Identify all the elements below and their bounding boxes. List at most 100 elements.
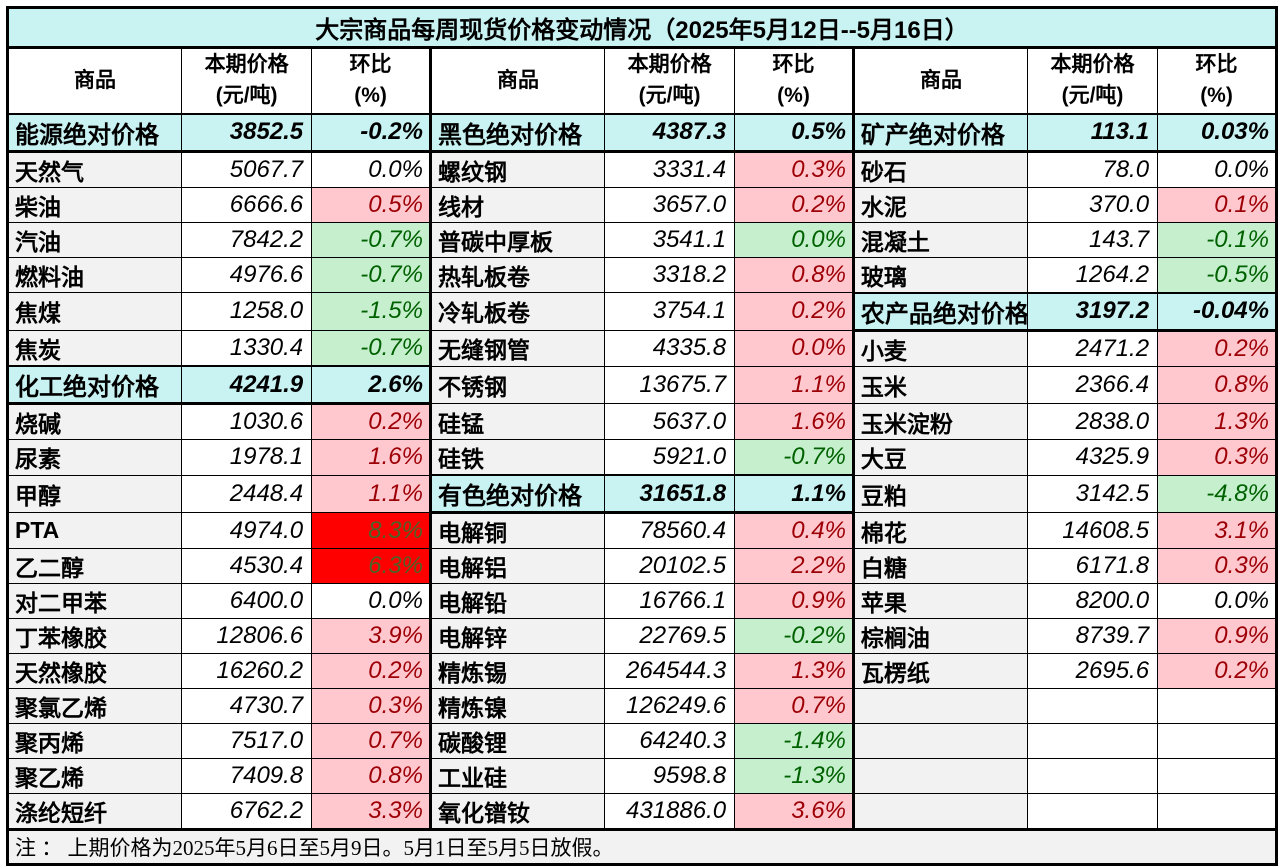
- price-cell: 6762.2: [181, 793, 313, 830]
- price-cell: 2838.0: [1026, 403, 1159, 440]
- commodity-cell: 烧碱: [6, 403, 183, 440]
- spreadsheet-table-container: 大宗商品每周现货价格变动情况（2025年5月12日--5月16日） 商品 本期价…: [6, 6, 1278, 866]
- commodity-cell: 线材: [428, 186, 606, 223]
- pct-change-cell: 0.9%: [1157, 618, 1277, 654]
- pct-change-cell: -0.7%: [311, 256, 431, 293]
- commodity-cell: 天然橡胶: [6, 653, 183, 689]
- commodity-cell: 甲醇: [6, 474, 183, 513]
- commodity-cell: 混凝土: [851, 221, 1029, 258]
- column-header-row: 商品 本期价格 (元/吨) 环比 (%) 商品 本期价格 (元/吨) 环比 (%) 商品…: [6, 47, 1277, 115]
- commodity-cell: 工业硅: [428, 758, 606, 794]
- pct-change-cell: 0.2%: [1157, 653, 1277, 689]
- commodity-cell: 天然气: [6, 150, 183, 188]
- table-row: 聚乙烯 7409.8 0.8% 工业硅 9598.8 -1.3%: [6, 758, 1277, 794]
- pct-change-cell: 0.8%: [1157, 365, 1277, 404]
- page-title: 大宗商品每周现货价格变动情况（2025年5月12日--5月16日）: [7, 7, 1277, 49]
- pct-change-cell: 0.3%: [1157, 439, 1277, 476]
- price-cell: 1264.2: [1026, 256, 1159, 293]
- pct-change-cell: 0.0%: [1157, 583, 1277, 619]
- commodity-cell: 苹果: [851, 583, 1029, 619]
- price-cell: 1330.4: [181, 329, 313, 367]
- pct-change-cell: 0.1%: [1157, 186, 1277, 223]
- price-cell: 126249.6: [604, 688, 736, 724]
- pct-change-cell: 0.2%: [311, 653, 431, 689]
- price-cell: 3331.4: [604, 150, 736, 188]
- commodity-cell: 聚乙烯: [6, 758, 183, 794]
- table-row: 天然橡胶 16260.2 0.2% 精炼锡 264544.3 1.3% 瓦楞纸 2695.6 0…: [6, 653, 1277, 689]
- price-cell: 7842.2: [181, 221, 313, 258]
- table-row: 焦煤 1258.0 -1.5% 冷轧板卷 3754.1 0.2% 农产品绝对价格 3197.2…: [6, 291, 1277, 332]
- pct-change-cell: 0.03%: [1157, 112, 1277, 153]
- commodity-cell: 棕榈油: [851, 618, 1029, 654]
- pct-change-cell: [1157, 793, 1277, 830]
- price-cell: 3197.2: [1026, 291, 1159, 332]
- commodity-cell: 电解锌: [428, 618, 606, 654]
- commodity-cell: [851, 688, 1029, 724]
- pct-change-cell: 0.7%: [734, 688, 854, 724]
- pct-change-cell: [1157, 758, 1277, 794]
- price-cell: 8200.0: [1026, 583, 1159, 619]
- table-row: 烧碱 1030.6 0.2% 硅锰 5637.0 1.6% 玉米淀粉 2838.0 1.3%: [6, 403, 1277, 440]
- commodity-cell: 化工绝对价格: [6, 365, 183, 405]
- commodity-price-table: 大宗商品每周现货价格变动情况（2025年5月12日--5月16日） 商品 本期价…: [6, 6, 1278, 866]
- commodity-cell: 对二甲苯: [6, 583, 183, 619]
- table-row: 汽油 7842.2 -0.7% 普碳中厚板 3541.1 0.0% 混凝土 143.7 -0.1…: [6, 221, 1277, 258]
- pct-change-cell: 0.2%: [311, 403, 431, 440]
- table-body: 能源绝对价格 3852.5 -0.2% 黑色绝对价格 4387.3 0.5% 矿产绝对价格 1…: [6, 112, 1277, 830]
- table-row: 焦炭 1330.4 -0.7% 无缝钢管 4335.8 0.0% 小麦 2471.2 0.2%: [6, 329, 1277, 367]
- pct-change-cell: [1157, 688, 1277, 724]
- price-cell: 5921.0: [604, 439, 736, 476]
- commodity-cell: 棉花: [851, 512, 1029, 549]
- commodity-cell: 电解铝: [428, 548, 606, 584]
- pct-change-cell: 1.6%: [311, 439, 431, 476]
- table-title-row: 大宗商品每周现货价格变动情况（2025年5月12日--5月16日）: [7, 7, 1277, 49]
- price-cell: 14608.5: [1026, 512, 1159, 549]
- pct-change-cell: 0.0%: [311, 150, 431, 188]
- pct-change-cell: 2.6%: [311, 365, 431, 405]
- commodity-cell: 豆粕: [851, 474, 1029, 513]
- col-header-price-2: 本期价格 (元/吨): [604, 47, 736, 115]
- commodity-cell: 黑色绝对价格: [428, 112, 606, 153]
- commodity-cell: 有色绝对价格: [428, 474, 606, 514]
- price-cell: 3541.1: [604, 221, 736, 258]
- pct-change-cell: 3.6%: [734, 793, 854, 830]
- commodity-cell: 聚丙烯: [6, 723, 183, 759]
- table-row: 聚氯乙烯 4730.7 0.3% 精炼镍 126249.6 0.7%: [6, 688, 1277, 724]
- commodity-cell: 螺纹钢: [428, 150, 606, 188]
- commodity-cell: 无缝钢管: [428, 329, 606, 367]
- price-cell: 370.0: [1026, 186, 1159, 223]
- price-cell: 143.7: [1026, 221, 1159, 258]
- commodity-cell: [851, 723, 1029, 759]
- commodity-cell: 大豆: [851, 439, 1029, 476]
- table-row: PTA 4974.0 8.3% 电解铜 78560.4 0.4% 棉花 14608.5 3.1%: [6, 512, 1277, 549]
- pct-change-cell: 1.3%: [1157, 403, 1277, 440]
- pct-change-cell: -0.04%: [1157, 291, 1277, 332]
- pct-change-cell: 3.1%: [1157, 512, 1277, 549]
- commodity-cell: 焦炭: [6, 329, 183, 367]
- price-cell: 3318.2: [604, 256, 736, 293]
- price-cell: 2448.4: [181, 474, 313, 513]
- commodity-cell: 硅锰: [428, 403, 606, 440]
- pct-change-cell: 0.3%: [734, 150, 854, 188]
- commodity-cell: 白糖: [851, 548, 1029, 584]
- commodity-cell: 电解铜: [428, 512, 606, 549]
- price-cell: 9598.8: [604, 758, 736, 794]
- price-cell: 16766.1: [604, 583, 736, 619]
- price-cell: 22769.5: [604, 618, 736, 654]
- col-header-price-3: 本期价格 (元/吨): [1026, 47, 1159, 115]
- price-cell: 4730.7: [181, 688, 313, 724]
- pct-change-cell: 3.9%: [311, 618, 431, 654]
- price-cell: 3657.0: [604, 186, 736, 223]
- commodity-cell: 玻璃: [851, 256, 1029, 293]
- col-header-pct-1: 环比 (%): [311, 47, 431, 115]
- col-header-pct-2: 环比 (%): [734, 47, 854, 115]
- commodity-cell: 冷轧板卷: [428, 292, 606, 331]
- pct-change-cell: -0.7%: [734, 439, 854, 476]
- price-cell: 20102.5: [604, 548, 736, 584]
- commodity-cell: 普碳中厚板: [428, 221, 606, 258]
- col-header-commodity-2: 商品: [428, 47, 606, 115]
- table-row: 燃料油 4976.6 -0.7% 热轧板卷 3318.2 0.8% 玻璃 1264.2 -0.5…: [6, 256, 1277, 293]
- commodity-cell: 电解铅: [428, 583, 606, 619]
- commodity-cell: [851, 793, 1029, 830]
- price-cell: 4976.6: [181, 256, 313, 293]
